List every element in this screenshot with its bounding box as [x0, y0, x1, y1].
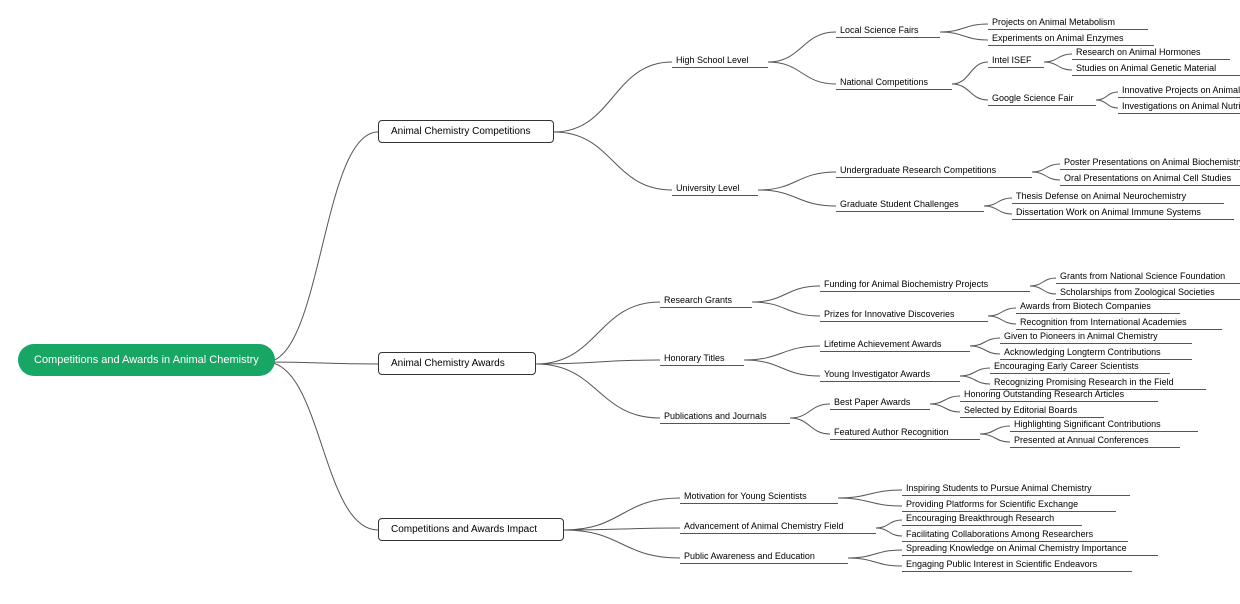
l4-10: Awards from Biotech Companies	[1016, 300, 1180, 314]
l4-16: Honoring Outstanding Research Articles	[960, 388, 1158, 402]
l4-4: Poster Presentations on Animal Biochemis…	[1060, 156, 1240, 170]
l3-3: Graduate Student Challenges	[836, 198, 984, 212]
branch-awards: Animal Chemistry Awards	[378, 352, 536, 375]
l4-2: Intel ISEF	[988, 54, 1044, 68]
impact-leaf-3: Facilitating Collaborations Among Resear…	[902, 528, 1128, 542]
l4-0: Projects on Animal Metabolism	[988, 16, 1148, 30]
branch-impact: Competitions and Awards Impact	[378, 518, 564, 541]
l2-5: Motivation for Young Scientists	[680, 490, 838, 504]
l2-2: Research Grants	[660, 294, 752, 308]
l3-5: Prizes for Innovative Discoveries	[820, 308, 988, 322]
l4-3: Google Science Fair	[988, 92, 1096, 106]
l4-7: Dissertation Work on Animal Immune Syste…	[1012, 206, 1234, 220]
l4-17: Selected by Editorial Boards	[960, 404, 1104, 418]
l4-13: Acknowledging Longterm Contributions	[1000, 346, 1192, 360]
l4-14: Encouraging Early Career Scientists	[990, 360, 1170, 374]
impact-leaf-2: Encouraging Breakthrough Research	[902, 512, 1082, 526]
l5-1: Studies on Animal Genetic Material	[1072, 62, 1240, 76]
root-node: Competitions and Awards in Animal Chemis…	[18, 344, 275, 376]
impact-leaf-5: Engaging Public Interest in Scientific E…	[902, 558, 1132, 572]
l2-7: Public Awareness and Education	[680, 550, 848, 564]
l2-3: Honorary Titles	[660, 352, 744, 366]
branch-comp: Animal Chemistry Competitions	[378, 120, 554, 143]
l4-5: Oral Presentations on Animal Cell Studie…	[1060, 172, 1240, 186]
l3-0: Local Science Fairs	[836, 24, 940, 38]
l4-18: Highlighting Significant Contributions	[1010, 418, 1198, 432]
l4-12: Given to Pioneers in Animal Chemistry	[1000, 330, 1192, 344]
l5-0: Research on Animal Hormones	[1072, 46, 1230, 60]
impact-leaf-0: Inspiring Students to Pursue Animal Chem…	[902, 482, 1130, 496]
l4-9: Scholarships from Zoological Societies	[1056, 286, 1240, 300]
l2-4: Publications and Journals	[660, 410, 790, 424]
l5-2: Innovative Projects on Animal Behavior	[1118, 84, 1240, 98]
l3-7: Young Investigator Awards	[820, 368, 960, 382]
l3-9: Featured Author Recognition	[830, 426, 980, 440]
impact-leaf-1: Providing Platforms for Scientific Excha…	[902, 498, 1116, 512]
l2-0: High School Level	[672, 54, 768, 68]
l5-3: Investigations on Animal Nutrition	[1118, 100, 1240, 114]
l4-11: Recognition from International Academies	[1016, 316, 1222, 330]
l4-19: Presented at Annual Conferences	[1010, 434, 1180, 448]
l2-6: Advancement of Animal Chemistry Field	[680, 520, 876, 534]
l3-1: National Competitions	[836, 76, 952, 90]
l3-2: Undergraduate Research Competitions	[836, 164, 1032, 178]
l4-1: Experiments on Animal Enzymes	[988, 32, 1154, 46]
l4-6: Thesis Defense on Animal Neurochemistry	[1012, 190, 1224, 204]
impact-leaf-4: Spreading Knowledge on Animal Chemistry …	[902, 542, 1158, 556]
l3-8: Best Paper Awards	[830, 396, 930, 410]
l3-6: Lifetime Achievement Awards	[820, 338, 970, 352]
l3-4: Funding for Animal Biochemistry Projects	[820, 278, 1030, 292]
l2-1: University Level	[672, 182, 758, 196]
l4-8: Grants from National Science Foundation	[1056, 270, 1240, 284]
